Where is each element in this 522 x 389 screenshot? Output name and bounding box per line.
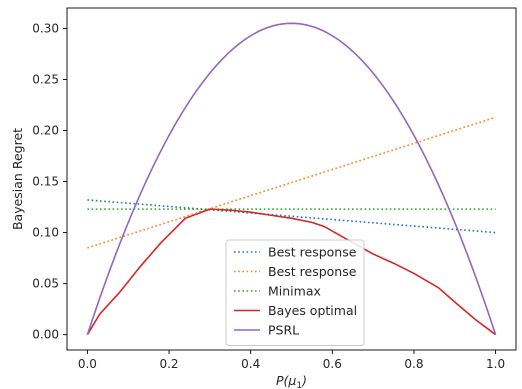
legend-label-2: Minimax: [268, 284, 321, 299]
y-tick-label: 0.00: [32, 328, 59, 342]
series-line-1: [87, 116, 496, 249]
legend-label-1: Best response: [268, 264, 357, 279]
y-tick-label: 0.20: [32, 124, 59, 138]
y-axis-label: Bayesian Regret: [10, 128, 25, 230]
plot-area: [86, 22, 497, 336]
x-tick-label: 1.0: [486, 357, 505, 371]
legend: Best response Best response Minimax Bayes o…: [225, 239, 365, 346]
series-line-0: [87, 199, 496, 234]
legend-label-0: Best response: [268, 245, 357, 260]
axes: 0.0 0.2 0.4 0.6 0.8 1.0 0.00 0.05 0.10 0.15 0.20 0.…: [32, 7, 517, 371]
series-line-3: [86, 208, 497, 336]
y-tick-label: 0.10: [32, 226, 59, 240]
series-line-4: [86, 22, 497, 335]
y-tick-label: 0.15: [32, 175, 59, 189]
x-tick-label: 0.6: [323, 357, 342, 371]
y-tick-label: 0.25: [32, 72, 59, 86]
x-tick-label: 0.0: [78, 357, 97, 371]
legend-label-3: Bayes optimal: [268, 303, 357, 318]
x-tick-label: 0.2: [159, 357, 178, 371]
axes-frame: [66, 7, 517, 351]
y-tick-label: 0.05: [32, 277, 59, 291]
legend-box: [225, 239, 365, 346]
x-tick-label: 0.8: [404, 357, 423, 371]
x-axis-label: P(μ1): [276, 373, 307, 389]
legend-label-4: PSRL: [268, 323, 299, 338]
x-tick-label: 0.4: [241, 357, 260, 371]
y-tick-label: 0.30: [32, 21, 59, 35]
